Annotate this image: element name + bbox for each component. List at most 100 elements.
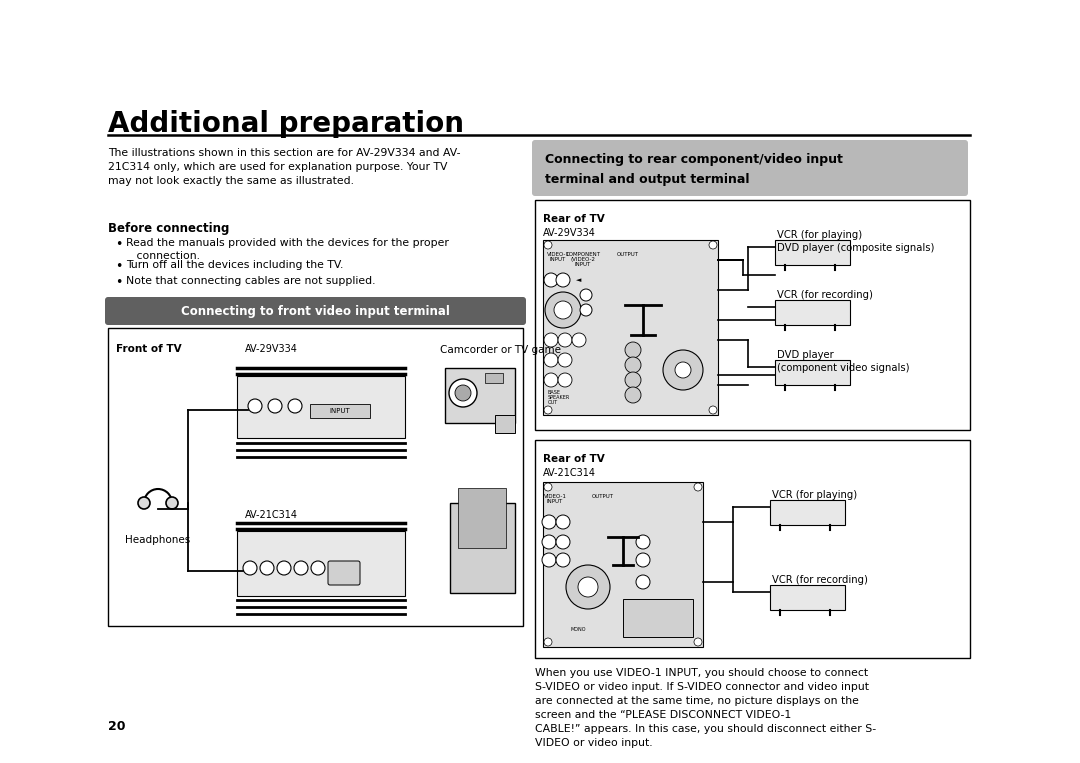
Text: OUTPUT: OUTPUT	[592, 494, 615, 499]
Circle shape	[675, 362, 691, 378]
Text: Turn off all the devices including the TV.: Turn off all the devices including the T…	[126, 260, 343, 270]
Text: The illustrations shown in this section are for AV-29V334 and AV-
21C314 only, w: The illustrations shown in this section …	[108, 148, 460, 186]
Circle shape	[243, 561, 257, 575]
FancyBboxPatch shape	[770, 585, 845, 610]
Text: INPUT: INPUT	[329, 408, 350, 414]
Text: Read the manuals provided with the devices for the proper
   connection.: Read the manuals provided with the devic…	[126, 238, 449, 261]
Circle shape	[544, 353, 558, 367]
Circle shape	[636, 575, 650, 589]
Text: INPUT: INPUT	[550, 257, 566, 262]
Circle shape	[449, 379, 477, 407]
Circle shape	[625, 357, 642, 373]
FancyBboxPatch shape	[535, 200, 970, 430]
Text: (component video signals): (component video signals)	[777, 363, 909, 373]
FancyBboxPatch shape	[775, 360, 850, 385]
FancyBboxPatch shape	[450, 503, 515, 593]
Circle shape	[260, 561, 274, 575]
Text: SPEAKER: SPEAKER	[548, 395, 570, 400]
Circle shape	[663, 350, 703, 390]
Circle shape	[556, 515, 570, 529]
Circle shape	[455, 385, 471, 401]
Circle shape	[544, 273, 558, 287]
Circle shape	[544, 483, 552, 491]
FancyBboxPatch shape	[485, 373, 503, 383]
FancyBboxPatch shape	[532, 140, 968, 196]
Circle shape	[556, 553, 570, 567]
Text: COMPONENT: COMPONENT	[566, 252, 600, 257]
Text: INPUT: INPUT	[546, 499, 563, 504]
Text: DVD player: DVD player	[777, 350, 834, 360]
Circle shape	[545, 292, 581, 328]
Text: Note that connecting cables are not supplied.: Note that connecting cables are not supp…	[126, 276, 376, 286]
Circle shape	[544, 333, 558, 347]
Circle shape	[542, 553, 556, 567]
Circle shape	[580, 304, 592, 316]
FancyBboxPatch shape	[623, 599, 693, 637]
Text: terminal and output terminal: terminal and output terminal	[545, 173, 750, 186]
Circle shape	[542, 515, 556, 529]
Circle shape	[636, 553, 650, 567]
Text: MONO: MONO	[570, 627, 585, 632]
Circle shape	[694, 638, 702, 646]
Text: VCR (for recording): VCR (for recording)	[777, 290, 873, 300]
Text: VCR (for playing): VCR (for playing)	[777, 230, 862, 240]
Circle shape	[544, 638, 552, 646]
Text: OUTPUT: OUTPUT	[617, 252, 639, 257]
Text: DVD player (composite signals): DVD player (composite signals)	[777, 243, 934, 253]
Circle shape	[625, 387, 642, 403]
Text: Camcorder or TV game: Camcorder or TV game	[440, 345, 561, 355]
FancyBboxPatch shape	[108, 328, 523, 626]
Text: AV-21C314: AV-21C314	[543, 468, 596, 478]
Text: INPUT: INPUT	[575, 262, 591, 267]
FancyBboxPatch shape	[237, 531, 405, 596]
FancyBboxPatch shape	[458, 488, 507, 548]
Text: AV-29V334: AV-29V334	[543, 228, 596, 238]
FancyBboxPatch shape	[775, 300, 850, 325]
Circle shape	[544, 406, 552, 414]
Text: Front of TV: Front of TV	[116, 344, 181, 354]
Text: OUT: OUT	[548, 400, 558, 405]
Circle shape	[542, 535, 556, 549]
Circle shape	[276, 561, 291, 575]
Text: 20: 20	[108, 720, 125, 733]
Text: Additional preparation: Additional preparation	[108, 110, 464, 138]
Text: AV-21C314: AV-21C314	[245, 510, 298, 520]
FancyBboxPatch shape	[237, 376, 405, 438]
Text: ◄: ◄	[576, 277, 581, 283]
Circle shape	[580, 289, 592, 301]
FancyBboxPatch shape	[328, 561, 360, 585]
Circle shape	[268, 399, 282, 413]
Circle shape	[294, 561, 308, 575]
Circle shape	[544, 373, 558, 387]
FancyBboxPatch shape	[543, 482, 703, 647]
FancyBboxPatch shape	[775, 240, 850, 265]
Text: •: •	[114, 276, 122, 289]
Circle shape	[558, 373, 572, 387]
Circle shape	[636, 535, 650, 549]
Text: Headphones: Headphones	[125, 535, 191, 545]
Text: Rear of TV: Rear of TV	[543, 454, 605, 464]
Text: Rear of TV: Rear of TV	[543, 214, 605, 224]
FancyBboxPatch shape	[105, 297, 526, 325]
Circle shape	[138, 497, 150, 509]
Text: AV-29V334: AV-29V334	[245, 344, 298, 354]
FancyBboxPatch shape	[445, 368, 515, 423]
Circle shape	[556, 273, 570, 287]
Circle shape	[288, 399, 302, 413]
Circle shape	[578, 577, 598, 597]
Circle shape	[248, 399, 262, 413]
Circle shape	[556, 535, 570, 549]
Text: VCR (for playing): VCR (for playing)	[772, 490, 858, 500]
Text: When you use VIDEO-1 INPUT, you should choose to connect
S-VIDEO or video input.: When you use VIDEO-1 INPUT, you should c…	[535, 668, 876, 748]
Text: •: •	[114, 238, 122, 251]
Circle shape	[544, 241, 552, 249]
Text: VCR (for recording): VCR (for recording)	[772, 575, 868, 585]
Circle shape	[558, 333, 572, 347]
Text: Before connecting: Before connecting	[108, 222, 229, 235]
FancyBboxPatch shape	[310, 404, 370, 418]
FancyBboxPatch shape	[495, 415, 515, 433]
Circle shape	[694, 483, 702, 491]
Circle shape	[566, 565, 610, 609]
Text: BASE: BASE	[548, 390, 561, 395]
Circle shape	[311, 561, 325, 575]
